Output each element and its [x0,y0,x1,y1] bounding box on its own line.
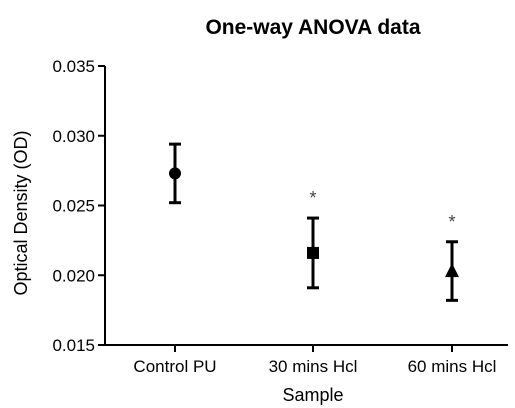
data-point-triangle [445,263,459,278]
x-tick-label: Control PU [133,357,216,376]
significance-marker: * [309,188,316,208]
y-tick-label: 0.030 [52,127,95,146]
y-ticks: 0.015 0.020 0.025 0.030 0.035 [52,57,105,355]
chart-title: One-way ANOVA data [205,16,420,39]
y-tick-label: 0.025 [52,197,95,216]
x-ticks: Control PU 30 mins Hcl 60 mins Hcl [133,345,496,376]
y-tick-label: 0.015 [52,336,95,355]
significance-marker: * [448,212,455,232]
y-tick-label: 0.035 [52,57,95,76]
x-tick-label: 30 mins Hcl [269,357,358,376]
data-series: ** [169,142,459,302]
x-axis-label: Sample [282,385,343,405]
x-tick-label: 60 mins Hcl [408,357,497,376]
y-tick-label: 0.020 [52,266,95,285]
data-point-circle [169,167,181,180]
y-axis-label: Optical Density (OD) [11,130,31,295]
data-point-square [307,246,319,259]
